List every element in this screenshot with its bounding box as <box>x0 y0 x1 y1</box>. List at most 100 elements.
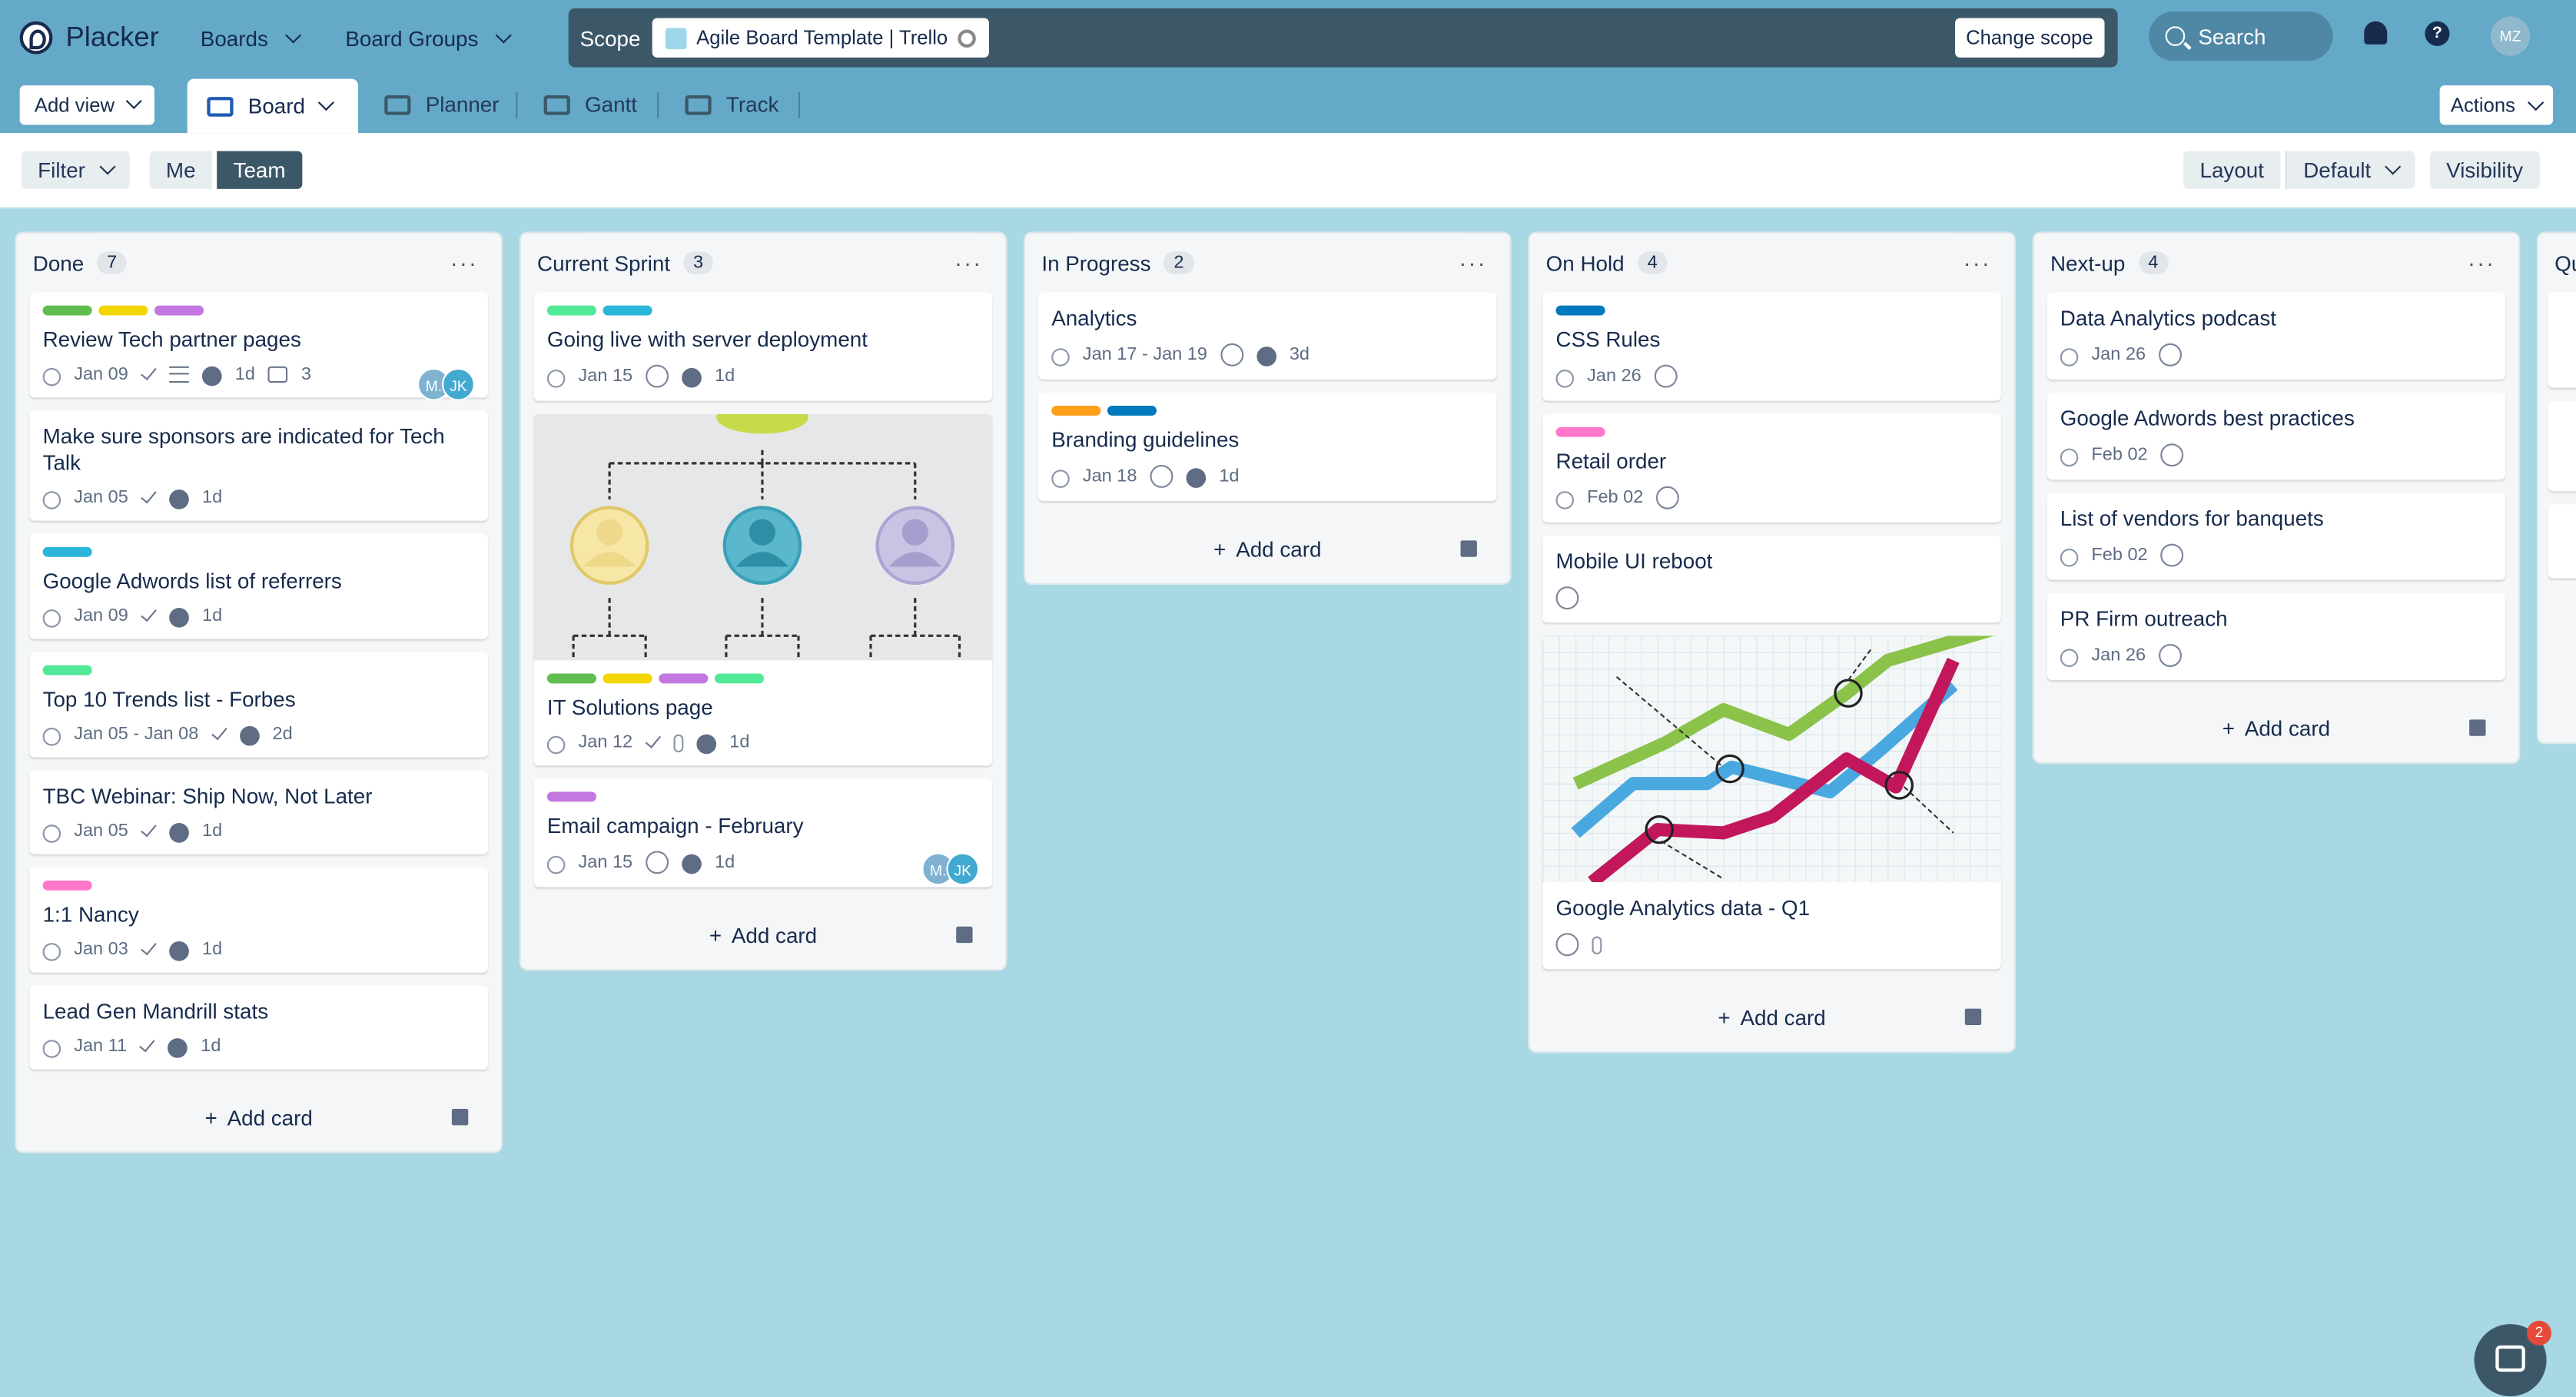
scope-board-pill[interactable]: Agile Board Template | Trello <box>652 18 989 58</box>
list-header[interactable]: Done 7 ··· <box>16 234 501 293</box>
card[interactable]: Google Analytics data - Q1 <box>1542 635 2001 970</box>
card-date: Jan 03 <box>74 939 128 960</box>
boards-menu[interactable]: Boards <box>181 12 319 64</box>
list-title: In Progress <box>1041 251 1151 276</box>
label-orange <box>1051 406 1101 416</box>
avatar[interactable]: JK <box>946 852 980 886</box>
card[interactable]: Make sure sponsors are indicated for Tec… <box>29 410 488 521</box>
card[interactable]: Google Adwords best practices Feb 02 <box>2047 392 2506 480</box>
list-header[interactable]: Current Sprint 3 ··· <box>521 234 1006 293</box>
list-header[interactable]: Qu <box>2538 234 2576 293</box>
incomplete-circle-icon[interactable] <box>2160 543 2184 567</box>
list-count: 2 <box>1164 251 1194 275</box>
avatar[interactable]: JK <box>442 367 475 401</box>
add-card-button[interactable]: + Add card <box>2034 693 2519 762</box>
more-icon[interactable]: ··· <box>1459 249 1487 277</box>
incomplete-circle-icon[interactable] <box>1220 343 1243 367</box>
card[interactable]: PR Firm outreach Jan 26 <box>2047 592 2506 681</box>
more-icon[interactable]: ··· <box>1963 249 1992 277</box>
card-labels <box>42 305 475 316</box>
card[interactable]: Mobile UI reboot <box>1542 535 2001 623</box>
card-template-icon[interactable] <box>451 1109 469 1126</box>
me-toggle[interactable]: Me <box>149 151 212 189</box>
incomplete-circle-icon[interactable] <box>2159 644 2183 667</box>
card-template-icon[interactable] <box>1460 540 1477 557</box>
add-card-button[interactable]: + Add card <box>521 901 1006 970</box>
card[interactable]: Google Adwords list of referrers Jan 09 1… <box>29 533 488 639</box>
card[interactable] <box>2548 400 2576 492</box>
visibility-button[interactable]: Visibility <box>2429 151 2540 189</box>
actions-button[interactable]: Actions <box>2438 85 2554 125</box>
card[interactable] <box>2548 292 2576 388</box>
clock-icon <box>546 368 566 387</box>
clock-icon <box>2060 547 2079 566</box>
timer-icon <box>202 366 222 387</box>
card[interactable]: Branding guidelines Jan 18 1d <box>1038 392 1497 502</box>
list-header[interactable]: In Progress 2 ··· <box>1025 234 1510 293</box>
user-avatar[interactable]: MZ <box>2490 16 2531 56</box>
change-scope-button[interactable]: Change scope <box>1954 18 2105 58</box>
bell-icon[interactable] <box>2364 21 2388 45</box>
incomplete-circle-icon[interactable] <box>646 851 669 874</box>
chat-icon <box>2495 1345 2525 1372</box>
layout-default-select[interactable]: Default <box>2285 151 2416 189</box>
card[interactable]: Analytics Jan 17 - Jan 19 3d <box>1038 292 1497 380</box>
plus-icon: + <box>1213 536 1227 562</box>
card-date: Jan 05 - Jan 08 <box>74 724 199 745</box>
add-card-button[interactable]: + Add card <box>16 1083 501 1152</box>
gear-icon[interactable] <box>958 28 976 47</box>
card[interactable]: Going live with server deployment Jan 15… <box>533 292 993 401</box>
card-duration: 1d <box>715 366 735 387</box>
incomplete-circle-icon[interactable] <box>1555 933 1579 957</box>
card[interactable]: CSS Rules Jan 26 <box>1542 292 2001 401</box>
chat-widget-button[interactable]: 2 <box>2474 1320 2552 1397</box>
incomplete-circle-icon[interactable] <box>1150 464 1173 488</box>
board-groups-menu[interactable]: Board Groups <box>326 12 529 64</box>
incomplete-circle-icon[interactable] <box>646 364 669 388</box>
card[interactable]: 1:1 Nancy Jan 03 1d <box>29 867 488 973</box>
list-column-on-hold: On Hold 4 ··· CSS Rules Jan 26 Retail orde… <box>1529 233 2014 1052</box>
incomplete-circle-icon[interactable] <box>2159 343 2183 367</box>
help-icon[interactable]: ? <box>2425 21 2450 46</box>
card[interactable]: Review Tech partner pages Jan 09 1d 3 M. JK <box>29 292 488 401</box>
more-icon[interactable]: ··· <box>2467 249 2496 277</box>
card-template-icon[interactable] <box>2469 719 2486 736</box>
incomplete-circle-icon[interactable] <box>1656 486 1680 509</box>
card-title: Top 10 Trends list - Forbes <box>42 686 296 712</box>
add-view-button[interactable]: Add view <box>19 85 154 124</box>
more-icon[interactable]: ··· <box>954 249 983 277</box>
card[interactable]: Lead Gen Mandrill stats Jan 11 1d <box>29 985 488 1070</box>
check-icon <box>141 604 157 622</box>
list-header[interactable]: Next-up 4 ··· <box>2034 234 2519 293</box>
add-card-button[interactable]: + Add card <box>1529 982 2014 1051</box>
app-logo[interactable]: Placker <box>19 21 181 55</box>
card[interactable]: IT Solutions page Jan 12 1d <box>533 413 993 766</box>
tab-track[interactable]: Track <box>685 75 778 133</box>
card[interactable]: Data Analytics podcast Jan 26 <box>2047 292 2506 380</box>
card[interactable]: Email campaign - February Jan 15 1d M. JK <box>533 778 993 888</box>
card[interactable]: Retail order Feb 02 <box>1542 413 2001 523</box>
card[interactable]: TBC Webinar: Ship Now, Not Later Jan 05 1… <box>29 770 488 854</box>
card[interactable]: Top 10 Trends list - Forbes Jan 05 - Jan… <box>29 652 488 758</box>
tab-gantt[interactable]: Gantt <box>543 75 637 133</box>
incomplete-circle-icon[interactable] <box>1654 364 1678 388</box>
card-template-icon[interactable] <box>1964 1008 1982 1025</box>
attachment-icon <box>1592 935 1602 954</box>
filter-button[interactable]: Filter <box>21 151 130 189</box>
clock-icon <box>42 942 61 961</box>
timer-icon <box>168 1038 188 1058</box>
more-icon[interactable]: ··· <box>450 249 479 277</box>
card[interactable]: List of vendors for banquets Feb 02 <box>2047 493 2506 580</box>
team-toggle[interactable]: Team <box>217 151 302 189</box>
clock-icon <box>546 735 566 754</box>
tab-planner[interactable]: Planner <box>384 75 499 133</box>
tab-board[interactable]: Board <box>187 78 359 134</box>
list-header[interactable]: On Hold 4 ··· <box>1529 234 2014 293</box>
card-template-icon[interactable] <box>956 926 973 944</box>
search-button[interactable]: Search <box>2149 11 2333 61</box>
incomplete-circle-icon[interactable] <box>2160 443 2184 467</box>
add-card-button[interactable]: + Add card <box>1025 514 1510 583</box>
layout-button[interactable]: Layout <box>2183 151 2281 189</box>
card[interactable] <box>2548 504 2576 579</box>
incomplete-circle-icon[interactable] <box>1555 586 1579 610</box>
